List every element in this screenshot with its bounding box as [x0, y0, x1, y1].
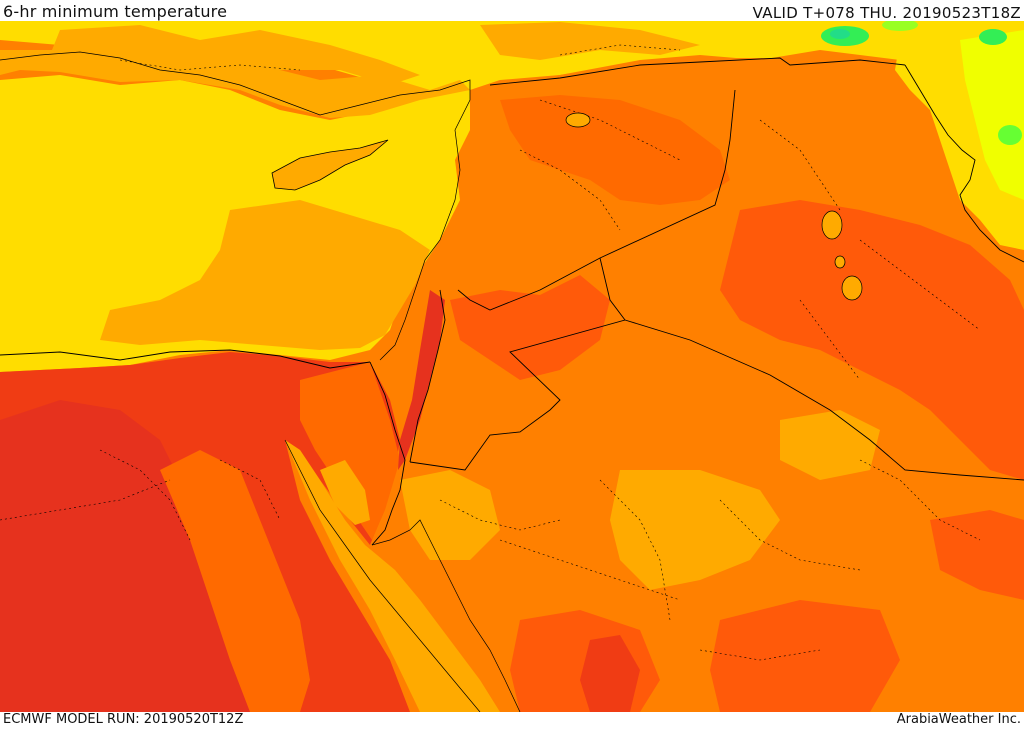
jordan-valley-red [398, 290, 445, 470]
jordan-dark [450, 275, 610, 380]
coastlines [0, 51, 521, 712]
lakes [565, 112, 863, 301]
red-sea [285, 440, 500, 712]
cyprus [271, 139, 389, 191]
syria-dark-patch [500, 95, 730, 205]
ne-green-spot-4 [998, 125, 1022, 145]
ne-light-yellow [960, 30, 1024, 200]
saudi-red-1 [580, 635, 640, 712]
map-title: 6-hr minimum temperature [3, 2, 228, 21]
saudi-dark-3 [930, 510, 1024, 600]
footer-bar: ECMWF MODEL RUN: 20190520T12Z ArabiaWeat… [0, 712, 1024, 729]
temperature-map [0, 21, 1024, 712]
header-bar: 6-hr minimum temperature VALID T+078 THU… [0, 0, 1024, 22]
valid-time-label: VALID T+078 THU. 20190523T18Z [752, 4, 1021, 22]
saudi-light-3 [780, 410, 880, 480]
model-run-label: ECMWF MODEL RUN: 20190520T12Z [3, 712, 244, 727]
provider-label: ArabiaWeather Inc. [896, 712, 1021, 727]
egypt-orange-inner [160, 450, 310, 712]
province-lines [0, 44, 981, 661]
ne-green-spot-5 [882, 21, 918, 31]
saudi-dark-2 [710, 600, 900, 712]
ne-green-spot-3 [979, 29, 1007, 45]
north-orange-patches [50, 25, 420, 85]
north-orange-patches-2 [480, 22, 700, 60]
iraq-dark-orange [720, 200, 1024, 480]
saudi-light-2 [400, 470, 500, 560]
map-svg [0, 21, 1024, 712]
saudi-light-1 [610, 470, 780, 590]
med-orange-area [100, 200, 430, 350]
sinai-light [320, 460, 370, 525]
ne-green-spot-2 [830, 29, 850, 39]
sinai-orange [300, 362, 400, 540]
egypt-deep-red [0, 400, 270, 712]
country-borders [0, 57, 1024, 546]
